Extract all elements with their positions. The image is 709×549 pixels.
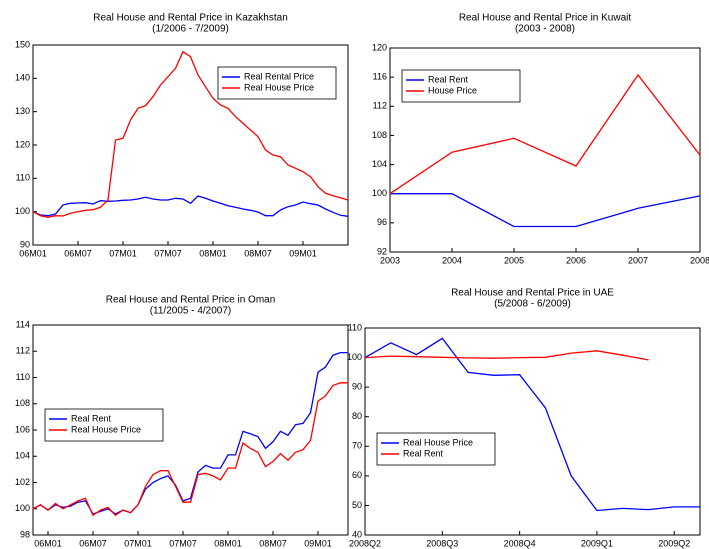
chart-subtitle: (11/2005 - 4/2007) [150, 306, 232, 317]
y-tick-label: 120 [15, 139, 30, 149]
plot-frame [389, 47, 701, 253]
x-tick-label: 2003 [380, 255, 400, 265]
y-tick-label: 50 [352, 500, 362, 510]
y-tick-label: 106 [15, 424, 30, 434]
legend-box [376, 432, 496, 466]
series-line [32, 351, 348, 515]
y-tick-label: 130 [15, 106, 30, 116]
x-tick-label: 07M07 [169, 538, 197, 548]
legend-label: Real Rent [403, 448, 444, 458]
legend-box [401, 69, 521, 103]
y-tick-label: 100 [15, 503, 30, 513]
y-tick-label: 112 [373, 101, 387, 111]
x-tick-label: 2006 [566, 255, 586, 265]
legend-label: Real Rent [71, 413, 112, 423]
x-tick-label: 06M07 [79, 538, 107, 548]
series-line [32, 382, 348, 517]
legend-label: Real Rental Price [244, 71, 314, 81]
y-tick-label: 90 [20, 239, 30, 249]
y-tick-label: 110 [348, 322, 362, 332]
x-tick-label: 07M01 [124, 538, 152, 548]
y-tick-label: 114 [16, 319, 30, 329]
x-tick-label: 08M07 [259, 538, 287, 548]
series-line [364, 350, 649, 361]
x-tick-label: 2007 [628, 255, 648, 265]
y-tick-label: 112 [16, 346, 30, 356]
y-tick-label: 150 [15, 39, 30, 49]
series-line [32, 50, 349, 218]
y-tick-label: 140 [15, 73, 30, 83]
legend-label: House Price [428, 85, 477, 95]
y-tick-label: 92 [377, 246, 387, 256]
x-tick-label: 2008Q4 [504, 538, 536, 548]
x-tick-label: 08M07 [244, 248, 272, 258]
x-tick-label: 2008Q2 [349, 538, 381, 548]
x-tick-label: 2008 [690, 255, 709, 265]
chart-title: Real House and Rental Price in Kazakhsta… [93, 13, 288, 24]
y-tick-label: 104 [372, 159, 387, 169]
y-tick-label: 102 [15, 477, 30, 487]
x-tick-label: 08M01 [214, 538, 242, 548]
x-tick-label: 2005 [504, 255, 524, 265]
y-tick-label: 108 [15, 398, 30, 408]
y-tick-label: 100 [372, 188, 387, 198]
legend-box [44, 408, 164, 442]
y-tick-label: 100 [15, 206, 30, 216]
chart-title: Real House and Rental Price in Oman [106, 295, 276, 306]
y-tick-label: 96 [377, 217, 387, 227]
legend-label: Real House Price [403, 437, 473, 447]
y-tick-label: 100 [347, 352, 362, 362]
x-tick-label: 09M01 [304, 538, 332, 548]
legend-box [217, 66, 337, 100]
x-tick-label: 07M07 [154, 248, 182, 258]
y-tick-label: 116 [373, 72, 387, 82]
chart-title: Real House and Rental Price in UAE [451, 288, 614, 299]
y-tick-label: 70 [352, 441, 362, 451]
chart-title: Real House and Rental Price in Kuwait [459, 13, 632, 24]
series-line [390, 193, 701, 228]
x-tick-label: 07M01 [109, 248, 137, 258]
chart-subtitle: (1/2006 - 7/2009) [152, 24, 229, 35]
y-tick-label: 80 [352, 411, 362, 421]
y-tick-label: 60 [352, 470, 362, 480]
x-tick-label: 2004 [442, 255, 462, 265]
legend-label: Real Rent [428, 74, 469, 84]
y-tick-label: 120 [372, 42, 387, 52]
series-line [32, 195, 349, 217]
series-line [389, 73, 701, 195]
legend-label: Real House Price [244, 82, 314, 92]
y-tick-label: 98 [20, 529, 30, 539]
x-tick-label: 06M01 [34, 538, 62, 548]
x-tick-label: 06M07 [64, 248, 92, 258]
y-tick-label: 40 [352, 529, 362, 539]
x-tick-label: 2009Q2 [658, 538, 690, 548]
y-tick-label: 110 [16, 372, 30, 382]
legend-label: Real House Price [71, 424, 141, 434]
chart-subtitle: (2003 - 2008) [515, 24, 575, 35]
y-tick-label: 108 [372, 130, 387, 140]
x-tick-label: 08M01 [199, 248, 227, 258]
y-tick-label: 90 [352, 382, 362, 392]
plot-frame [364, 327, 701, 536]
y-tick-label: 104 [15, 451, 30, 461]
x-tick-label: 2009Q1 [581, 538, 613, 548]
x-tick-label: 2008Q3 [426, 538, 458, 548]
y-tick-label: 110 [16, 173, 30, 183]
x-tick-label: 09M01 [289, 248, 317, 258]
x-tick-label: 06M01 [19, 248, 47, 258]
chart-subtitle: (5/2008 - 6/2009) [494, 299, 571, 310]
series-line [364, 337, 700, 512]
